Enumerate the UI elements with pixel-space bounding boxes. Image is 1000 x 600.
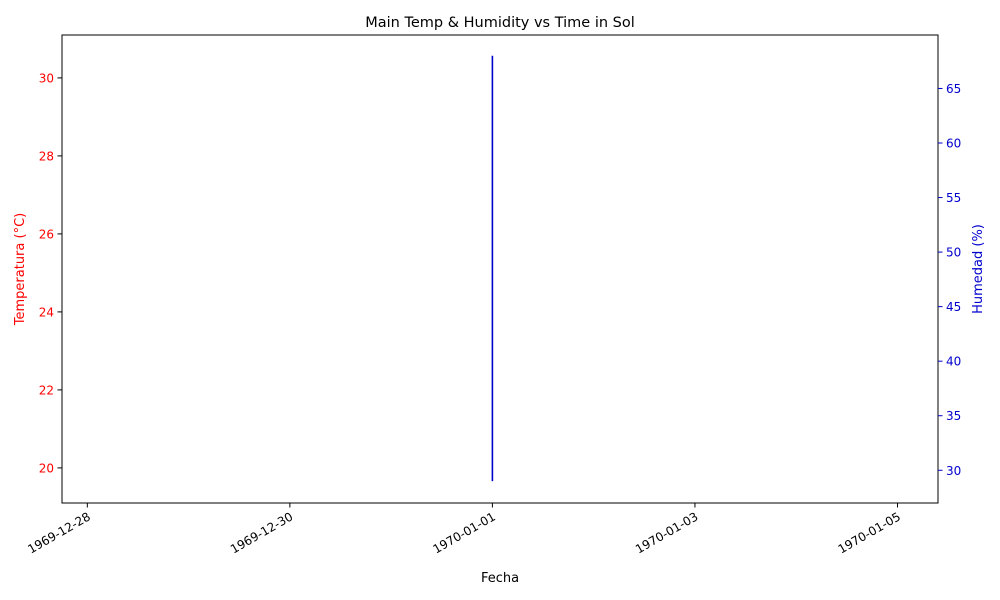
- x-axis-label: Fecha: [481, 571, 519, 586]
- y-right-tick-label: 40: [946, 355, 961, 369]
- y-axis-left: 20 22 24 26 28 30: [39, 71, 62, 475]
- y-left-tick-label: 28: [39, 149, 54, 163]
- x-tick-label: 1970-01-05: [836, 509, 903, 556]
- y-right-tick-label: 50: [946, 246, 961, 260]
- x-tick-label: 1969-12-30: [228, 509, 295, 556]
- y-right-tick-label: 60: [946, 137, 961, 151]
- y-right-tick-label: 55: [946, 191, 961, 205]
- y-left-tick-label: 24: [39, 305, 54, 319]
- y-left-tick-label: 22: [39, 383, 54, 397]
- y-right-tick-label: 35: [946, 409, 961, 423]
- y-left-tick-label: 26: [39, 227, 54, 241]
- x-tick-label: 1969-12-28: [25, 509, 92, 556]
- y-axis-left-label: Temperatura (°C): [13, 213, 28, 326]
- y-left-tick-label: 20: [39, 461, 54, 475]
- y-right-tick-label: 30: [946, 464, 961, 478]
- x-tick-label: 1970-01-03: [633, 509, 700, 556]
- x-tick-label: 1970-01-01: [430, 509, 497, 556]
- y-left-tick-label: 30: [39, 71, 54, 85]
- y-axis-right: 30 35 40 45 50 55 60 65: [938, 82, 961, 478]
- x-axis: 1969-12-28 1969-12-30 1970-01-01 1970-01-03…: [25, 503, 903, 556]
- y-right-tick-label: 45: [946, 300, 961, 314]
- y-axis-right-label: Humedad (%): [971, 224, 986, 314]
- chart-title: Main Temp & Humidity vs Time in Sol: [365, 15, 635, 31]
- y-right-tick-label: 65: [946, 82, 961, 96]
- plot-frame: [61, 34, 939, 504]
